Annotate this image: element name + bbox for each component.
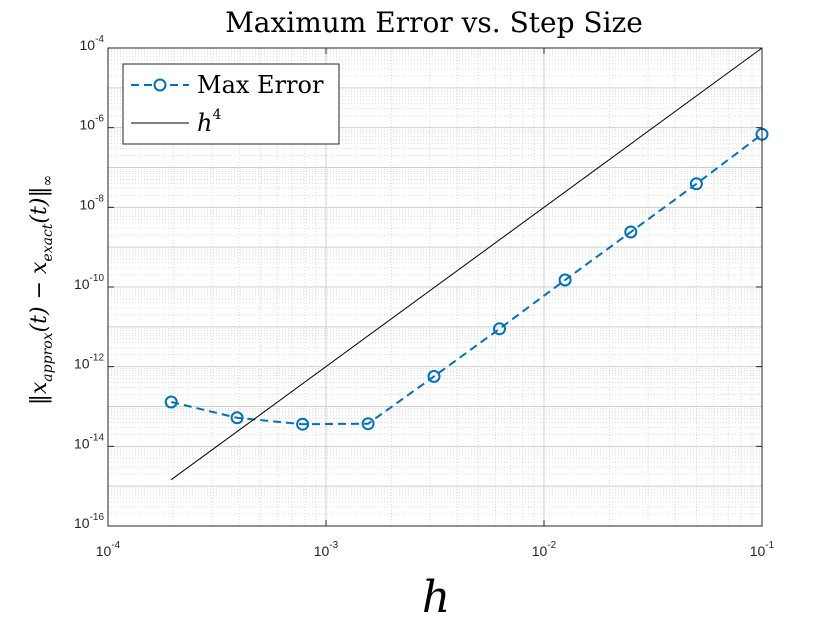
y-norm-open: ‖ <box>27 394 52 405</box>
data-point <box>427 369 441 383</box>
y-tick-label: 10-10 <box>74 273 104 292</box>
x-axis-ticks: 10-4 10-3 10-2 10-1 <box>96 48 775 559</box>
data-point <box>624 225 638 239</box>
y-tick-label: 10-6 <box>80 114 105 133</box>
data-point <box>689 177 703 191</box>
y-sub-infinity: ∞ <box>40 175 56 187</box>
y-sub-exact: exact <box>40 223 56 261</box>
legend-label-h4: h4 <box>197 107 221 137</box>
y-norm-close: ‖ <box>27 187 52 198</box>
data-point <box>361 417 375 431</box>
legend-swatch-max-error-marker <box>153 78 167 92</box>
series-layer <box>164 47 769 481</box>
series-line-1 <box>170 47 763 481</box>
chart-title: Maximum Error vs. Step Size <box>225 6 643 39</box>
data-point <box>296 417 310 431</box>
x-tick-label: 10-2 <box>532 540 557 559</box>
x-tick-label: 10-3 <box>314 540 339 559</box>
y-tick-label: 10-14 <box>74 432 104 451</box>
y-tick-label: 10-16 <box>74 512 104 531</box>
y-var-approx: x <box>27 381 52 394</box>
x-axis-label: h <box>422 572 450 623</box>
data-point <box>558 273 572 287</box>
series-line-0 <box>170 133 763 426</box>
y-arg-approx: (t) <box>27 306 52 332</box>
legend-label-h4-base: h <box>197 109 212 137</box>
data-point <box>164 395 178 409</box>
legend: Max Error h4 <box>122 63 340 145</box>
y-arg-exact: (t) <box>27 198 52 224</box>
y-sub-approx: approx <box>40 332 56 381</box>
legend-label-max-error: Max Error <box>197 71 324 99</box>
y-tick-label: 10-12 <box>74 353 104 372</box>
y-tick-label: 10-4 <box>80 34 105 53</box>
legend-box <box>122 63 340 145</box>
data-point <box>493 322 506 336</box>
minor-grid <box>108 48 762 526</box>
y-axis-label: ‖xapprox(t) − xexact(t)‖∞ <box>27 175 56 405</box>
data-point <box>230 411 244 425</box>
y-tick-label: 10-8 <box>80 193 105 212</box>
y-var-exact: x <box>27 261 52 274</box>
y-axis-ticks: 10-16 10-14 10-12 10-10 10-8 10-6 10-4 <box>74 34 762 531</box>
legend-label-h4-exp: 4 <box>212 107 221 123</box>
y-minus: − <box>27 274 52 306</box>
x-tick-label: 10-1 <box>750 540 775 559</box>
x-tick-label: 10-4 <box>96 540 121 559</box>
